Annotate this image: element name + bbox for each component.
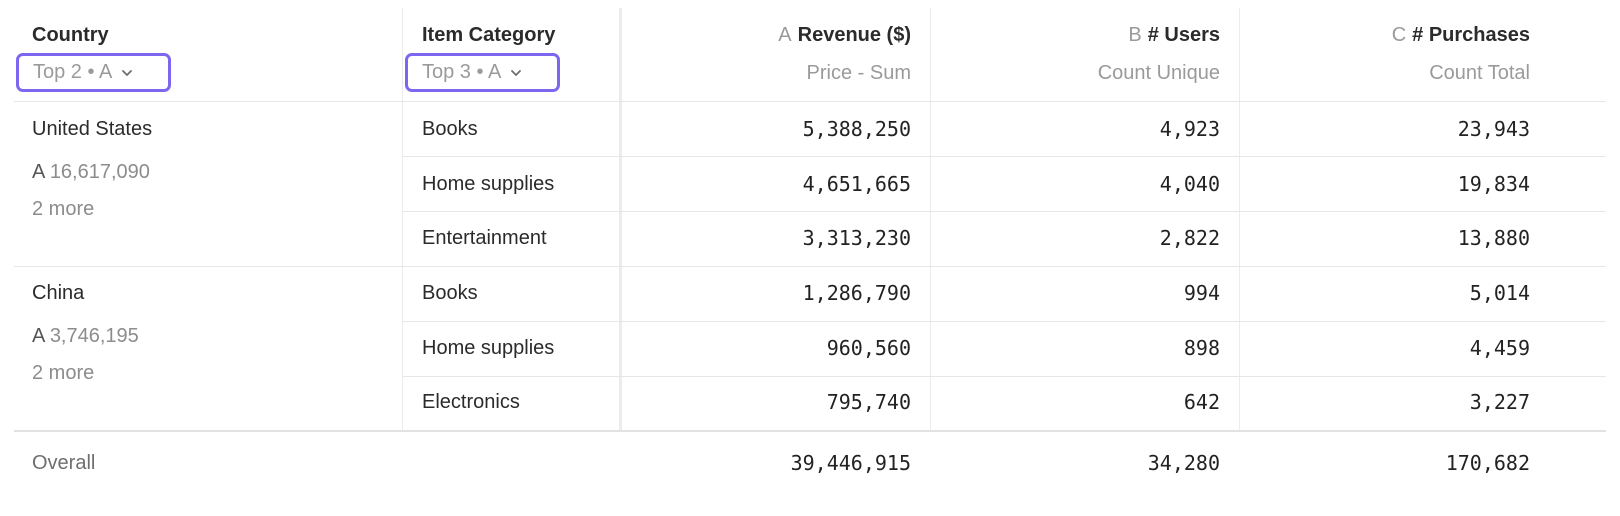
country-filter-label: Top 2 • A [33, 61, 113, 83]
country-top-filter[interactable]: Top 2 • A [16, 53, 171, 92]
item-category-column-header: Item Category [422, 24, 556, 46]
metric-letter: B [1128, 24, 1142, 46]
data-table: Country Top 2 • A Item Category Top 3 • … [14, 8, 1606, 508]
revenue-cell: 1,286,790 [802, 281, 911, 305]
revenue-cell: 5,388,250 [802, 117, 911, 141]
metric-title: # Users [1147, 24, 1220, 46]
column-divider[interactable] [619, 8, 622, 430]
chevron-down-icon [511, 68, 522, 78]
users-cell: 642 [1183, 390, 1220, 414]
total-value: 16,617,090 [49, 161, 150, 183]
users-cell: 2,822 [1159, 226, 1220, 250]
column-divider [930, 8, 931, 430]
row-divider [403, 376, 1606, 377]
overall-divider [14, 430, 1606, 432]
show-more-link[interactable]: 2 more [32, 198, 95, 220]
total-letter: A [32, 161, 45, 183]
header-divider [14, 101, 1606, 102]
column-divider [402, 8, 403, 430]
country-column-header: Country [32, 24, 109, 46]
category-filter-label: Top 3 • A [422, 61, 502, 83]
users-column-header[interactable]: B # Users [1128, 23, 1220, 47]
purchases-cell: 4,459 [1469, 336, 1530, 360]
chevron-down-icon [122, 68, 133, 78]
users-cell: 994 [1183, 281, 1220, 305]
metric-letter: C [1391, 24, 1407, 46]
overall-purchases: 170,682 [1445, 451, 1530, 475]
revenue-cell: 4,651,665 [802, 172, 911, 196]
purchases-column-header[interactable]: C # Purchases [1392, 23, 1530, 47]
overall-revenue: 39,446,915 [790, 451, 911, 475]
total-value: 3,746,195 [49, 325, 139, 347]
group-divider [14, 266, 1606, 267]
row-divider [403, 321, 1606, 322]
country-name[interactable]: United States [32, 118, 153, 140]
category-cell[interactable]: Entertainment [422, 227, 547, 249]
revenue-cell: 795,740 [826, 390, 911, 414]
metric-title: Revenue ($) [797, 24, 911, 46]
users-cell: 898 [1183, 336, 1220, 360]
revenue-cell: 960,560 [826, 336, 911, 360]
revenue-column-header[interactable]: A Revenue ($) [778, 23, 911, 47]
row-divider [403, 156, 1606, 157]
metric-title: # Purchases [1412, 24, 1530, 46]
purchases-cell: 23,943 [1457, 117, 1530, 141]
column-divider [1239, 8, 1240, 430]
purchases-cell: 13,880 [1457, 226, 1530, 250]
row-divider [403, 211, 1606, 212]
category-cell[interactable]: Home supplies [422, 173, 555, 195]
metric-letter: A [778, 24, 792, 46]
country-total: A 16,617,090 [32, 160, 150, 184]
purchases-cell: 3,227 [1469, 390, 1530, 414]
category-cell[interactable]: Electronics [422, 391, 520, 413]
overall-label: Overall [32, 452, 96, 474]
purchases-cell: 19,834 [1457, 172, 1530, 196]
purchases-cell: 5,014 [1469, 281, 1530, 305]
category-top-filter[interactable]: Top 3 • A [405, 53, 560, 92]
users-cell: 4,040 [1159, 172, 1220, 196]
overall-users: 34,280 [1147, 451, 1220, 475]
total-letter: A [32, 325, 45, 347]
country-name[interactable]: China [32, 282, 85, 304]
category-cell[interactable]: Books [422, 282, 478, 304]
show-more-link[interactable]: 2 more [32, 362, 95, 384]
category-cell[interactable]: Books [422, 118, 478, 140]
revenue-cell: 3,313,230 [802, 226, 911, 250]
country-total: A 3,746,195 [32, 324, 139, 348]
purchases-aggregation-label: Count Total [1429, 62, 1530, 84]
users-aggregation-label: Count Unique [1097, 62, 1220, 84]
revenue-aggregation-label: Price - Sum [806, 62, 911, 84]
category-cell[interactable]: Home supplies [422, 337, 555, 359]
users-cell: 4,923 [1159, 117, 1220, 141]
